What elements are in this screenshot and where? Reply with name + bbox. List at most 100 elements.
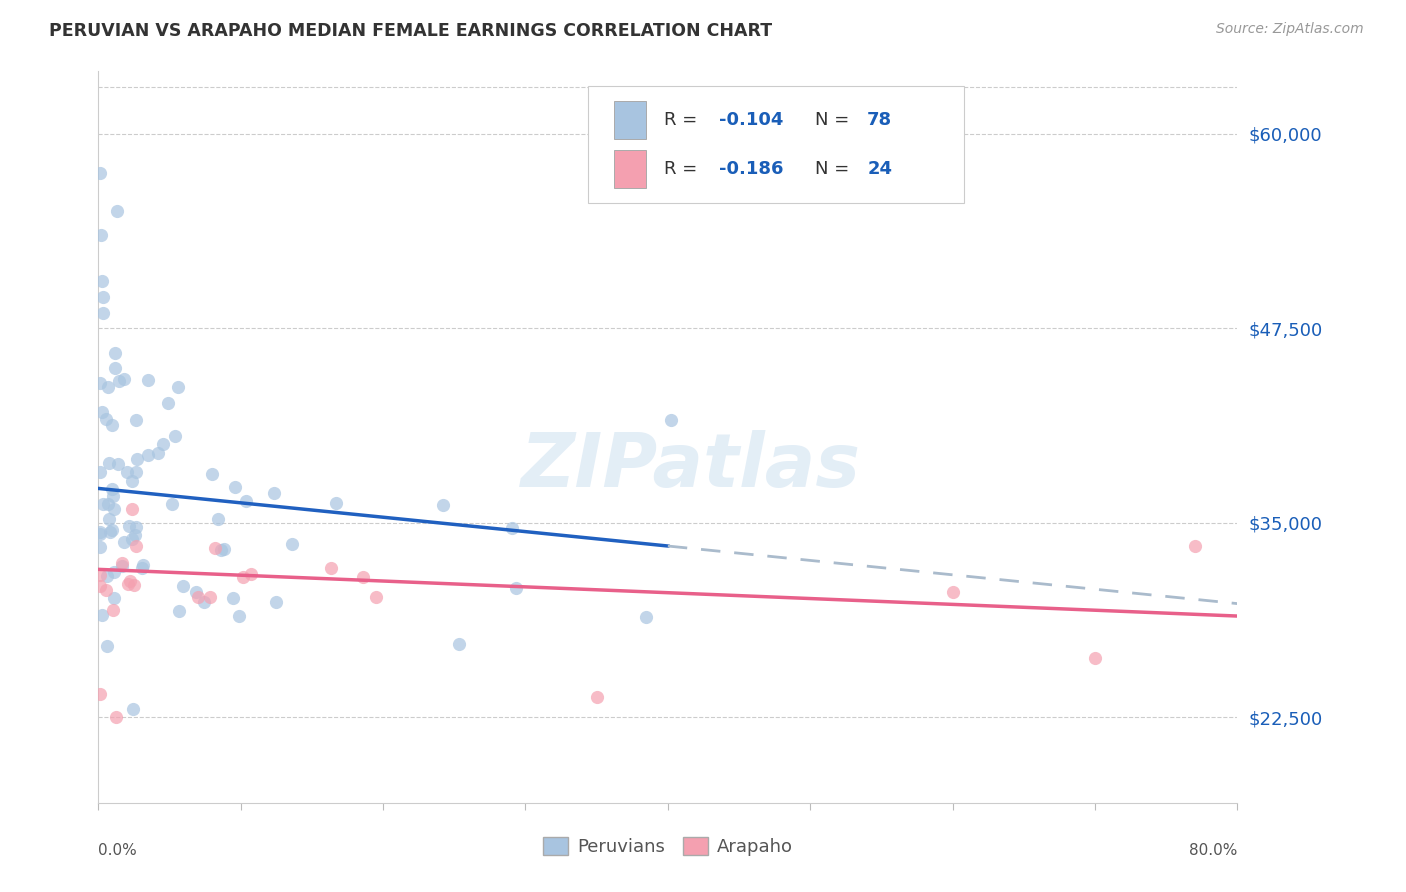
Point	[112, 535, 135, 549]
Point	[122, 578, 145, 592]
Point	[89, 525, 111, 540]
Text: R =: R =	[665, 160, 703, 178]
Point	[364, 590, 387, 604]
Point	[118, 519, 141, 533]
Point	[90, 607, 112, 622]
Point	[100, 523, 122, 537]
Point	[97, 512, 120, 526]
Point	[125, 465, 148, 479]
Point	[505, 581, 527, 595]
Point	[321, 561, 343, 575]
Text: 80.0%: 80.0%	[1189, 843, 1237, 858]
Point	[1084, 651, 1107, 665]
Point	[125, 451, 148, 466]
Point	[146, 446, 169, 460]
Point	[131, 560, 153, 574]
Point	[101, 489, 124, 503]
Point	[118, 574, 141, 588]
Point	[101, 482, 124, 496]
Point	[96, 411, 118, 425]
Point	[97, 380, 120, 394]
Point	[325, 496, 347, 510]
Point	[212, 541, 235, 556]
Point	[91, 497, 114, 511]
Text: 24: 24	[868, 160, 893, 178]
Text: PERUVIAN VS ARAPAHO MEDIAN FEMALE EARNINGS CORRELATION CHART: PERUVIAN VS ARAPAHO MEDIAN FEMALE EARNIN…	[49, 22, 772, 40]
Point	[108, 374, 131, 388]
Point	[124, 528, 146, 542]
Point	[224, 480, 246, 494]
Point	[115, 465, 138, 479]
Point	[634, 610, 657, 624]
Point	[104, 360, 127, 375]
Point	[125, 413, 148, 427]
Point	[117, 576, 139, 591]
Point	[105, 710, 128, 724]
Point	[89, 376, 111, 391]
Point	[111, 556, 134, 570]
FancyBboxPatch shape	[588, 86, 965, 203]
Point	[1184, 539, 1206, 553]
Text: Source: ZipAtlas.com: Source: ZipAtlas.com	[1216, 22, 1364, 37]
Point	[235, 493, 257, 508]
Point	[121, 532, 143, 546]
Point	[432, 498, 454, 512]
Point	[104, 346, 127, 360]
Point	[165, 429, 187, 443]
Point	[91, 405, 114, 419]
Point	[89, 567, 111, 582]
Text: ZIPatlas: ZIPatlas	[520, 430, 860, 503]
Text: 0.0%: 0.0%	[98, 843, 138, 858]
Point	[122, 702, 145, 716]
Point	[240, 567, 263, 582]
Point	[89, 579, 111, 593]
Point	[167, 380, 190, 394]
Point	[101, 603, 124, 617]
Point	[103, 566, 125, 580]
Point	[136, 373, 159, 387]
Point	[281, 537, 304, 551]
Point	[125, 539, 148, 553]
Bar	[614, 102, 647, 139]
Point	[172, 579, 194, 593]
Point	[156, 396, 179, 410]
Text: -0.104: -0.104	[718, 112, 783, 129]
Point	[132, 558, 155, 573]
Point	[942, 585, 965, 599]
Point	[90, 227, 112, 242]
Point	[585, 690, 607, 704]
Point	[136, 448, 159, 462]
Point	[193, 595, 215, 609]
Point	[107, 457, 129, 471]
Point	[96, 639, 118, 653]
Point	[152, 437, 174, 451]
Point	[101, 417, 124, 432]
Point	[103, 501, 125, 516]
Point	[209, 543, 232, 558]
Point	[207, 512, 229, 526]
Point	[97, 497, 120, 511]
Point	[105, 204, 128, 219]
Point	[501, 521, 523, 535]
Point	[89, 165, 111, 179]
Text: N =: N =	[814, 112, 855, 129]
Point	[222, 591, 245, 605]
Point	[91, 290, 114, 304]
Point	[100, 524, 122, 539]
Point	[204, 541, 226, 556]
Point	[89, 687, 111, 701]
Point	[97, 456, 120, 470]
Point	[93, 305, 115, 319]
Text: R =: R =	[665, 112, 703, 129]
Point	[232, 569, 254, 583]
Point	[263, 486, 285, 500]
Point	[89, 526, 111, 541]
Point	[352, 570, 374, 584]
Point	[89, 540, 111, 554]
Point	[200, 590, 222, 604]
Legend: Peruvians, Arapaho: Peruvians, Arapaho	[536, 830, 800, 863]
Point	[96, 569, 118, 583]
Bar	[614, 150, 647, 187]
Point	[449, 637, 471, 651]
Point	[103, 591, 125, 605]
